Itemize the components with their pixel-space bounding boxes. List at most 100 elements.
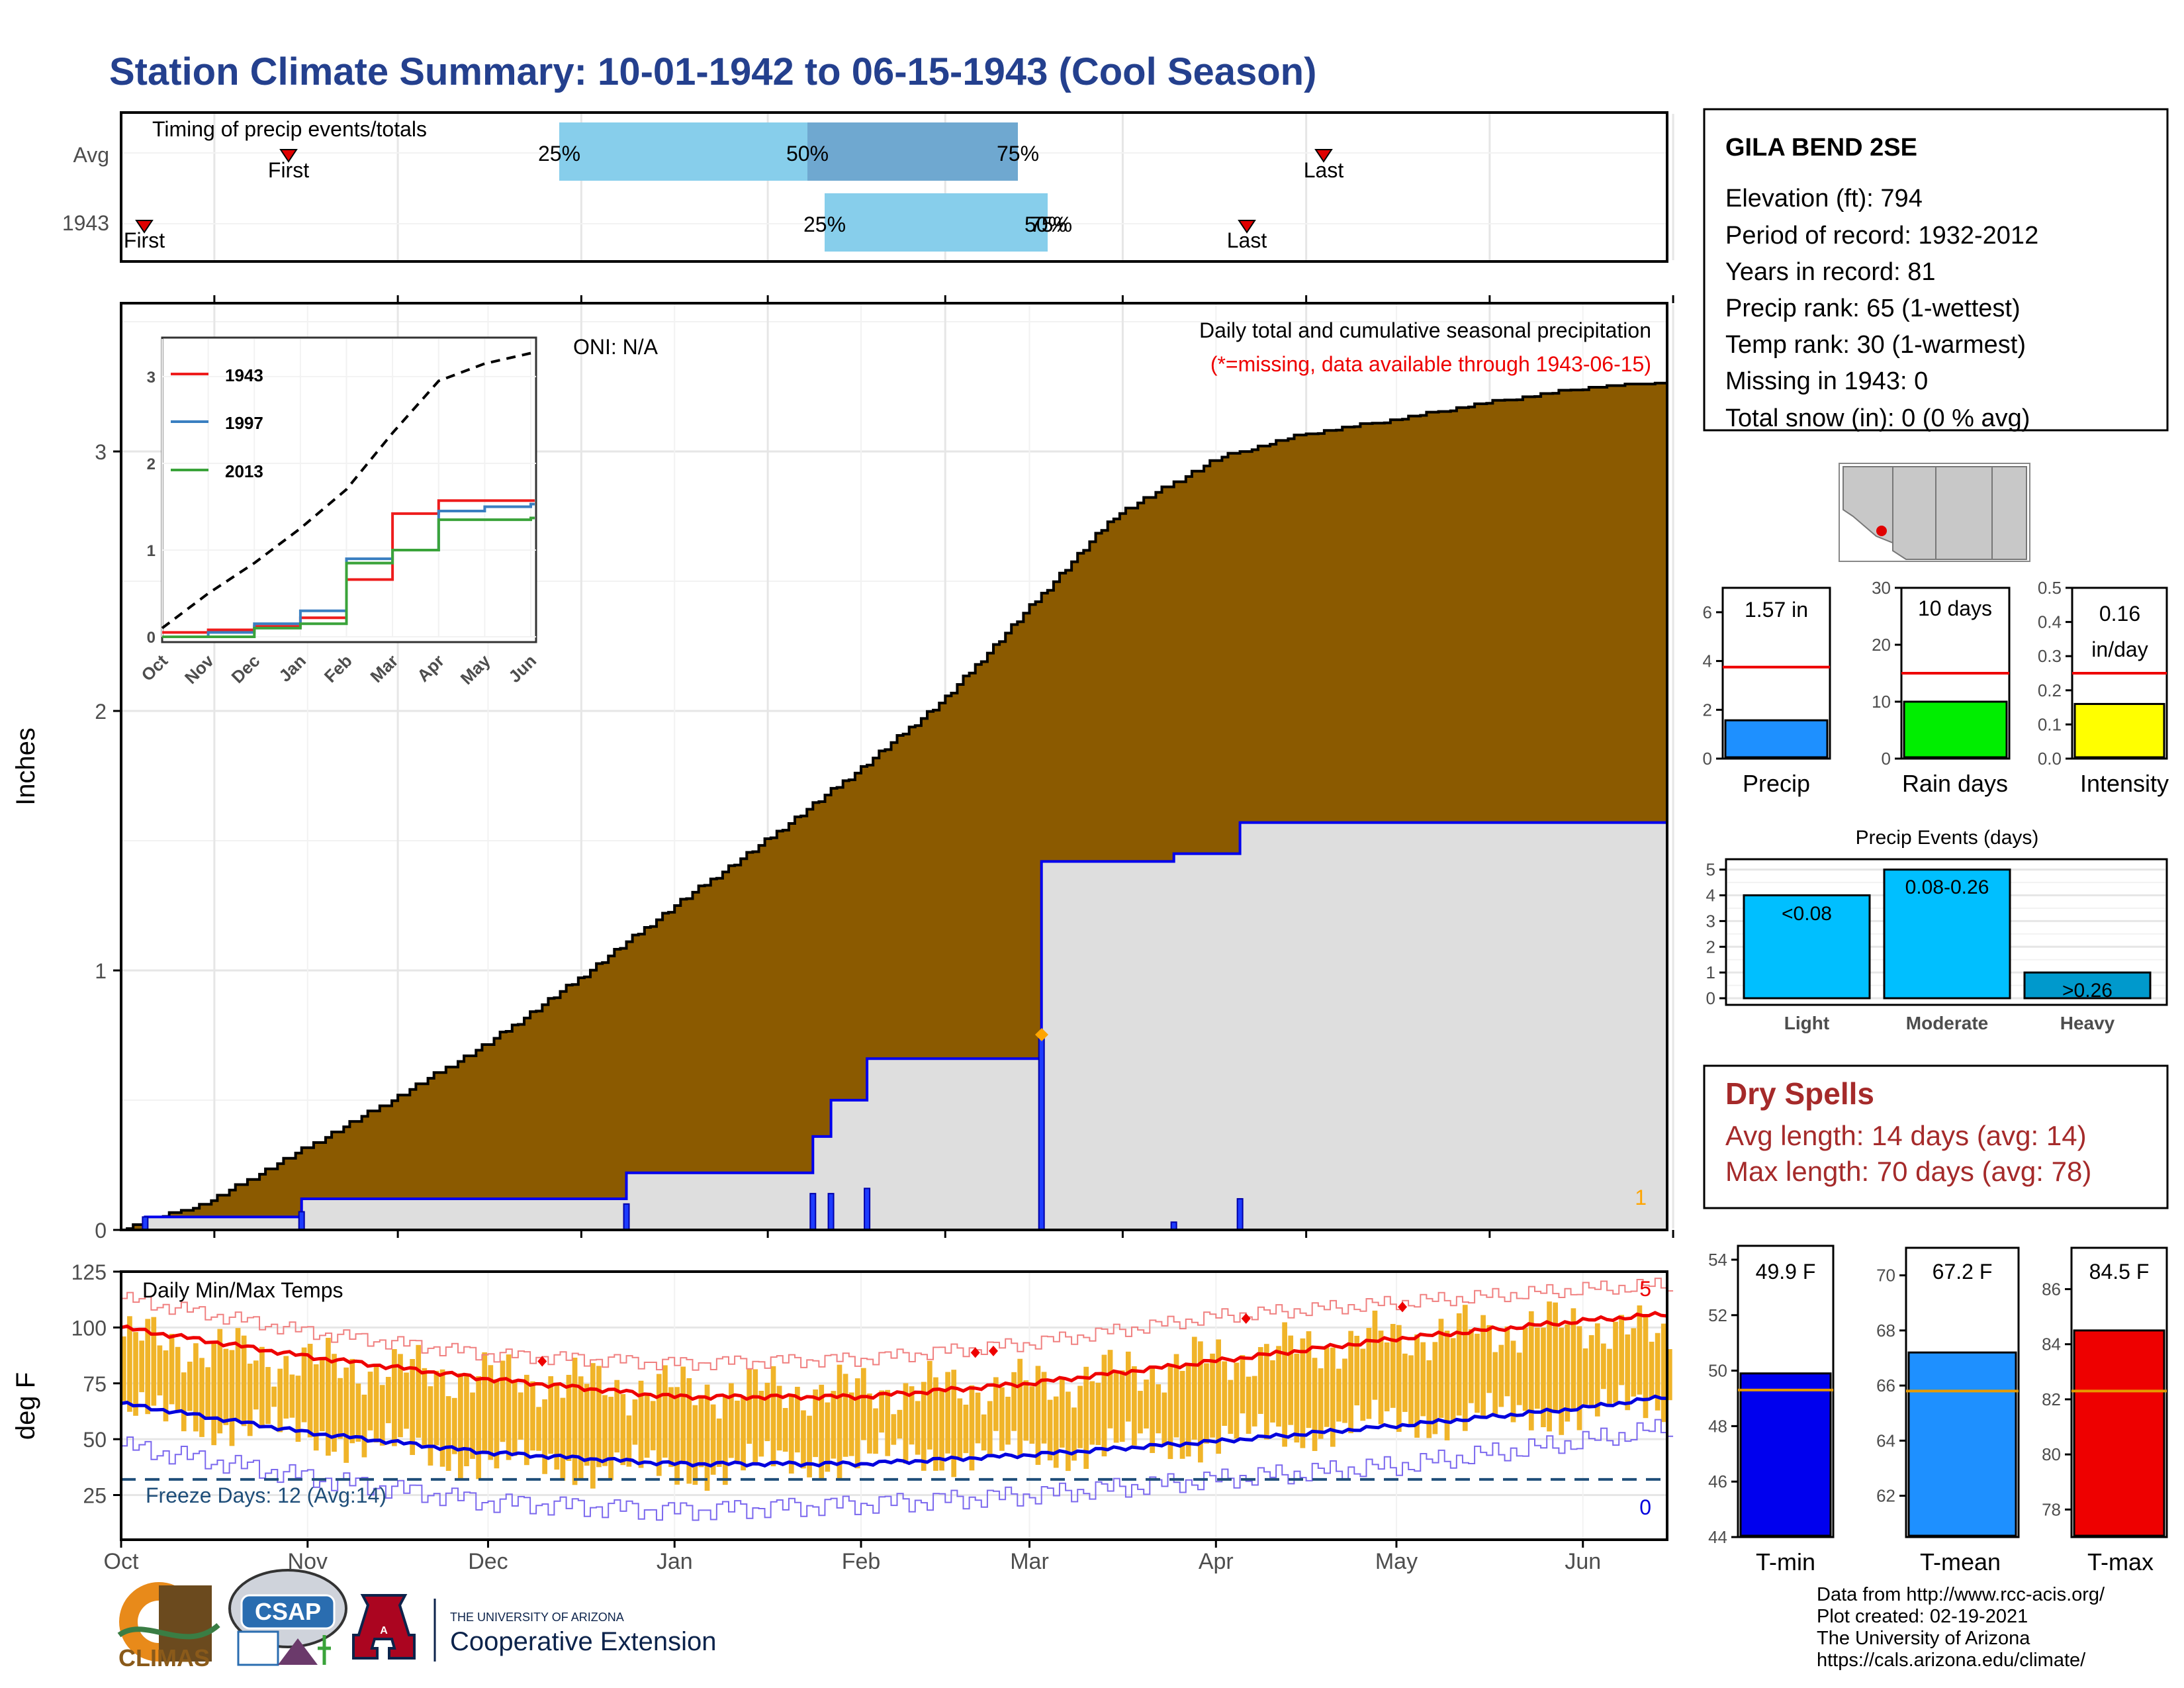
- daily-temp-bar: [680, 1366, 686, 1464]
- mini-y-tick-label: 0: [1703, 749, 1712, 769]
- avg-p25-label: 25%: [538, 142, 580, 165]
- daily-temp-bar: [247, 1364, 253, 1436]
- daily-temp-bar: [770, 1366, 776, 1467]
- csap-badge: [240, 1594, 336, 1630]
- daily-temp-bar: [716, 1418, 722, 1467]
- daily-temp-bar: [1138, 1391, 1143, 1434]
- rain-days-value: 10 days: [1918, 596, 1992, 620]
- daily-temp-bar: [367, 1372, 373, 1430]
- daily-temp-bar: [295, 1376, 301, 1442]
- events-y-tick-label: 3: [1706, 911, 1715, 931]
- daily-temp-bar: [1029, 1386, 1035, 1444]
- daily-temp-bar: [470, 1392, 475, 1459]
- daily-temp-bar: [776, 1385, 782, 1451]
- timing-panel: Timing of precip events/totals Avg 1943 …: [62, 111, 1674, 263]
- dry-spells-avg: Avg length: 14 days (avg: 14): [1725, 1120, 2087, 1151]
- daily-temp-bar: [1059, 1378, 1065, 1448]
- tmin-chart: 44 46 48 50 52 54 49.9 F T-min: [1708, 1244, 1835, 1575]
- daily-temp-bar: [644, 1395, 650, 1458]
- daily-temp-bar: [416, 1344, 422, 1438]
- daily-temp-bar: [1637, 1305, 1643, 1395]
- events-y-tick-label: 4: [1706, 886, 1715, 906]
- y1943-p75-label: 75%: [1030, 212, 1072, 236]
- daily-temp-bar: [1204, 1363, 1209, 1444]
- tbar-y-tick-label: 62: [1876, 1486, 1895, 1506]
- daily-temp-bar: [1480, 1315, 1486, 1417]
- daily-temp-bar: [1240, 1355, 1246, 1414]
- daily-temp-bars: [121, 1301, 1672, 1491]
- daily-temp-bar: [1450, 1338, 1456, 1421]
- daily-temp-bar: [1570, 1308, 1576, 1411]
- temp-x-ticks: Oct Nov Dec Jan Feb Mar Apr May Jun: [104, 1540, 1601, 1574]
- daily-temp-bar: [891, 1414, 897, 1445]
- daily-temp-bar: [758, 1390, 764, 1457]
- daily-precip-bar: [298, 1211, 305, 1231]
- daily-temp-bar: [819, 1384, 825, 1481]
- temp-y-tick-label: 100: [71, 1316, 107, 1340]
- daily-temp-bar: [1402, 1353, 1408, 1412]
- daily-temp-bar: [1113, 1372, 1119, 1443]
- precip-y-tick-label: 0: [95, 1219, 107, 1243]
- daily-temp-bar: [1179, 1370, 1185, 1459]
- daily-temp-bar: [999, 1387, 1005, 1451]
- daily-temp-bar: [1282, 1322, 1287, 1447]
- oni-label: ONI: N/A: [573, 335, 659, 359]
- mini-y-tick-label: 0.5: [2038, 578, 2062, 598]
- tmean-value: 67.2 F: [1933, 1260, 1993, 1284]
- daily-temp-bar: [1384, 1342, 1390, 1412]
- daily-temp-bar: [560, 1397, 566, 1481]
- ua-extension-text: Cooperative Extension: [450, 1627, 716, 1656]
- avg-50-75-bar: [807, 122, 1018, 181]
- daily-temp-bar: [1408, 1355, 1414, 1425]
- rain-days-chart: 0 10 20 30 10 days Rain days: [1872, 578, 2011, 797]
- daily-temp-bar: [945, 1372, 950, 1454]
- daily-temp-bar: [338, 1378, 343, 1439]
- precip-y-ticks: 0 1 2 3: [95, 440, 121, 1243]
- record-high-marker: [970, 1347, 980, 1358]
- daily-temp-bar: [332, 1354, 337, 1452]
- daily-temp-bar: [301, 1347, 307, 1423]
- daily-temp-bar: [235, 1328, 241, 1422]
- events-moderate-label: Moderate: [1906, 1013, 1988, 1033]
- events-y-tick-label: 0: [1706, 988, 1715, 1008]
- inset-y-tick-label: 1: [147, 542, 156, 560]
- avg-25-50-bar: [559, 122, 807, 181]
- average-min-line: [120, 1394, 1668, 1468]
- daily-temp-bar: [831, 1391, 837, 1459]
- daily-temp-bar: [735, 1400, 740, 1464]
- daily-temp-bar: [398, 1354, 403, 1438]
- daily-temp-bar: [1354, 1335, 1360, 1406]
- daily-temp-bar: [764, 1382, 770, 1442]
- daily-temp-bar: [1035, 1366, 1041, 1465]
- daily-temp-bar: [1396, 1325, 1402, 1432]
- mini-y-tick-label: 0: [1882, 749, 1891, 769]
- y1943-p50-label: 50%: [1024, 212, 1067, 236]
- daily-temp-bar: [277, 1368, 283, 1432]
- inset-grid: [161, 339, 536, 637]
- y1943-p25-label: 25%: [803, 212, 846, 236]
- daily-temp-bar: [1150, 1365, 1155, 1454]
- month-tick-label: Mar: [1010, 1549, 1049, 1574]
- daily-temp-bar: [542, 1399, 547, 1474]
- daily-temp-bar: [674, 1387, 680, 1485]
- daily-temp-bar: [451, 1397, 457, 1454]
- daily-temp-bar: [1522, 1327, 1528, 1411]
- inset-y-tick-label: 0: [147, 629, 156, 647]
- tbar-y-tick-label: 54: [1708, 1250, 1727, 1270]
- daily-temp-bar: [668, 1387, 674, 1468]
- y1943-last-label: Last: [1227, 228, 1267, 252]
- daily-temp-bar: [1173, 1354, 1179, 1438]
- intensity-chart: 0.0 0.1 0.2 0.3 0.4 0.5 0.16 in/day Intensity: [2038, 578, 2169, 797]
- university-arizona-logo: A THE UNIVERSITY OF ARIZONA Cooperative …: [352, 1594, 716, 1662]
- daily-temp-bar: [885, 1389, 891, 1456]
- daily-temp-bar: [1300, 1338, 1306, 1448]
- daily-temp-bar: [921, 1382, 927, 1471]
- daily-temp-bar: [1161, 1392, 1167, 1445]
- location-map: [1839, 463, 2030, 562]
- mini-y-tick-label: 0.3: [2038, 646, 2062, 666]
- mini-y-tick-label: 20: [1872, 635, 1891, 655]
- tbar-y-tick-label: 68: [1876, 1321, 1895, 1340]
- credit-plot-created: Plot created: 02-19-2021: [1817, 1606, 2028, 1627]
- daily-temp-bar: [1667, 1349, 1672, 1401]
- daily-temp-bar: [259, 1346, 265, 1427]
